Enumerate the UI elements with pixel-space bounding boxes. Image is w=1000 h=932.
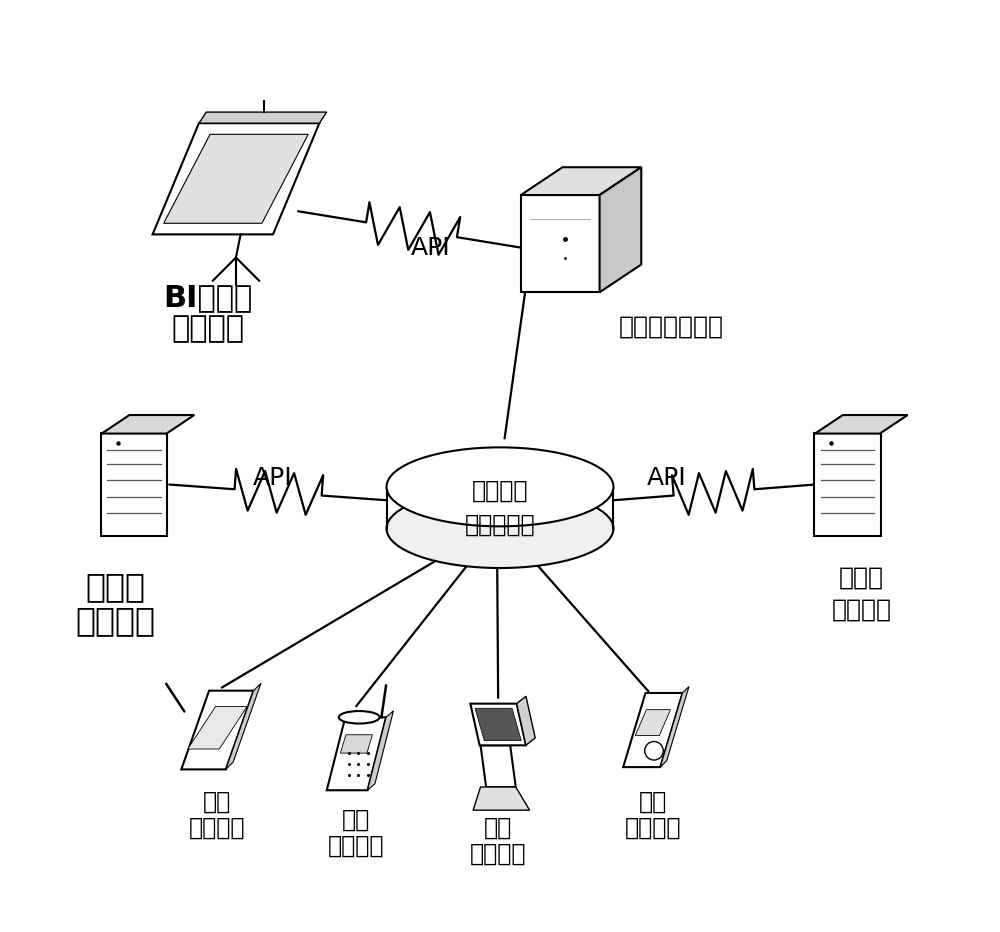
Polygon shape <box>521 167 641 195</box>
Text: 大数据分析平台: 大数据分析平台 <box>619 315 724 339</box>
FancyBboxPatch shape <box>101 432 167 537</box>
FancyBboxPatch shape <box>814 432 881 537</box>
Polygon shape <box>517 696 535 746</box>
Text: 司机: 司机 <box>639 789 667 814</box>
Polygon shape <box>475 708 521 741</box>
Text: 司机: 司机 <box>203 789 232 814</box>
Text: 物流平台: 物流平台 <box>76 604 156 637</box>
Ellipse shape <box>387 489 613 568</box>
Polygon shape <box>181 691 254 770</box>
Polygon shape <box>164 134 308 224</box>
Polygon shape <box>226 683 261 770</box>
Text: API: API <box>647 466 687 490</box>
Text: API: API <box>411 237 450 260</box>
Polygon shape <box>473 787 530 810</box>
Text: 数据采集: 数据采集 <box>189 816 246 840</box>
Circle shape <box>645 742 663 761</box>
Text: 平台数据库: 平台数据库 <box>465 513 535 537</box>
Polygon shape <box>368 711 393 790</box>
Text: 第三方: 第三方 <box>86 570 146 603</box>
Polygon shape <box>327 718 386 790</box>
Ellipse shape <box>339 711 380 723</box>
Text: 数据采集: 数据采集 <box>625 816 681 840</box>
Polygon shape <box>521 195 600 293</box>
Polygon shape <box>600 167 641 293</box>
Text: 数据采集: 数据采集 <box>328 834 385 857</box>
Text: 数据采集: 数据采集 <box>470 842 526 865</box>
Text: 展示系统: 展示系统 <box>172 314 245 343</box>
Ellipse shape <box>387 447 613 527</box>
Text: 征信平台: 征信平台 <box>831 597 891 622</box>
Polygon shape <box>102 415 194 433</box>
Polygon shape <box>635 709 670 735</box>
Text: 司机: 司机 <box>484 816 512 840</box>
Text: API: API <box>253 466 293 490</box>
Polygon shape <box>623 693 683 767</box>
Polygon shape <box>340 734 372 753</box>
Polygon shape <box>387 487 613 528</box>
Polygon shape <box>199 112 327 123</box>
Polygon shape <box>815 415 908 433</box>
Text: 第三方: 第三方 <box>839 565 884 589</box>
Polygon shape <box>153 123 319 234</box>
Polygon shape <box>470 704 526 746</box>
Text: 物流信息: 物流信息 <box>472 479 528 503</box>
Text: BI应用层: BI应用层 <box>164 283 253 312</box>
Polygon shape <box>188 706 247 749</box>
Polygon shape <box>660 687 689 767</box>
Polygon shape <box>481 746 516 787</box>
Text: 司机: 司机 <box>342 808 371 832</box>
